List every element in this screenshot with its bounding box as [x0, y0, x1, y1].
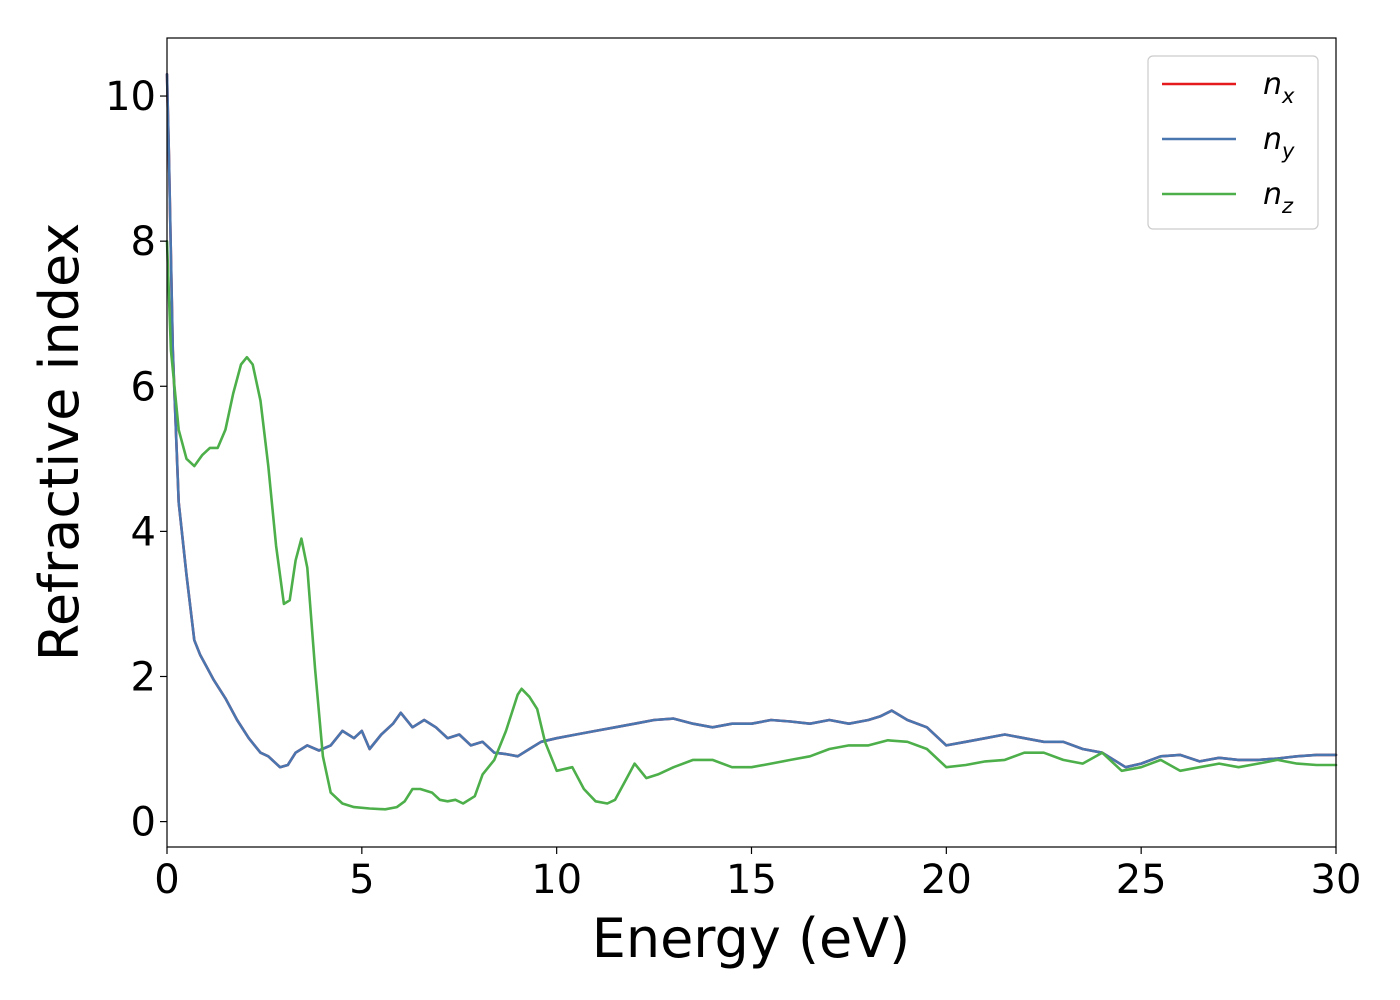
y-tick-label: 6	[131, 364, 156, 410]
legend-label-base: n	[1263, 122, 1282, 157]
y-tick-label: 10	[105, 74, 156, 120]
x-tick-label: 25	[1116, 857, 1167, 903]
x-tick-label: 10	[531, 857, 582, 903]
legend-label-base: n	[1263, 177, 1282, 212]
legend-label-subscript: z	[1281, 194, 1294, 218]
x-tick-label: 15	[726, 857, 777, 903]
y-tick-label: 2	[131, 654, 156, 700]
x-tick-label: 0	[154, 857, 179, 903]
series-layer	[165, 73, 1338, 811]
y-tick-label: 8	[131, 219, 156, 265]
x-axis-title: Energy (eV)	[592, 907, 911, 970]
ticks-layer: 0 5 10 15 20 25 30 0 2 4 6 8 10	[105, 74, 1361, 903]
legend-label-x: nx	[1263, 67, 1295, 108]
legend-label-z: nz	[1263, 177, 1294, 218]
series-line-z	[165, 239, 1338, 811]
legend-label-base: n	[1263, 67, 1282, 102]
x-tick-label: 30	[1311, 857, 1362, 903]
x-tick-label: 5	[349, 857, 374, 903]
legend-box	[1147, 55, 1319, 230]
legend-label-subscript: y	[1281, 139, 1295, 163]
x-tick-label: 20	[921, 857, 972, 903]
y-tick-label: 0	[131, 800, 156, 846]
legend-label-subscript: x	[1281, 84, 1295, 108]
series-line-y	[165, 73, 1338, 769]
y-axis-title: Refractive index	[28, 223, 91, 662]
legend-label-y: ny	[1263, 122, 1295, 163]
y-tick-label: 4	[131, 509, 156, 555]
